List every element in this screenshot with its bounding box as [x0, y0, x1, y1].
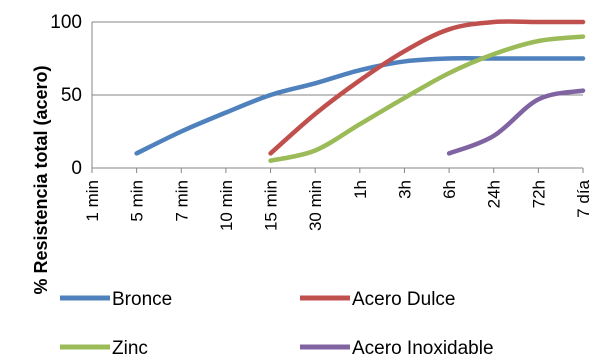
- x-tick-label: 3h: [395, 180, 414, 199]
- legend-layer: Bronce Acero Dulce Zinc Acero Inoxidable: [60, 289, 494, 358]
- y-tick-label: 0: [71, 158, 82, 179]
- legend-label-acero-dulce: Acero Dulce: [352, 289, 456, 310]
- legend-label-acero-inoxidable: Acero Inoxidable: [352, 338, 494, 358]
- series-line-acero-inoxidable: [446, 88, 586, 156]
- x-tick-label: 10 min: [217, 180, 236, 231]
- x-tick-label: 1h: [351, 180, 370, 199]
- series-line-zinc: [268, 34, 586, 163]
- y-tick-label: 100: [50, 12, 82, 33]
- x-tick-label: 30 min: [306, 180, 325, 231]
- series-layer: [134, 19, 586, 163]
- x-tick-label: 6h: [440, 180, 459, 199]
- x-tick-label: 72h: [529, 180, 548, 208]
- y-axis-label: % Resistencia total (acero): [31, 65, 51, 294]
- x-tick-label: 7 día: [574, 179, 593, 217]
- legend-label-zinc: Zinc: [112, 338, 148, 358]
- y-tick-label: 50: [61, 85, 82, 106]
- x-tick-label: 1 min: [83, 180, 102, 222]
- x-tick-label: 15 min: [262, 180, 281, 231]
- x-tick-label: 5 min: [128, 180, 147, 222]
- series-line-acero-dulce: [268, 19, 586, 156]
- x-tick-label: 7 min: [172, 180, 191, 222]
- axis-layer: 0 50 100 1 min 5 min 7 min 10 min 15 min 30 min 1…: [50, 12, 593, 231]
- x-tick-label: 24h: [485, 180, 504, 208]
- series-line-bronce: [134, 56, 586, 156]
- legend-label-bronce: Bronce: [112, 289, 172, 310]
